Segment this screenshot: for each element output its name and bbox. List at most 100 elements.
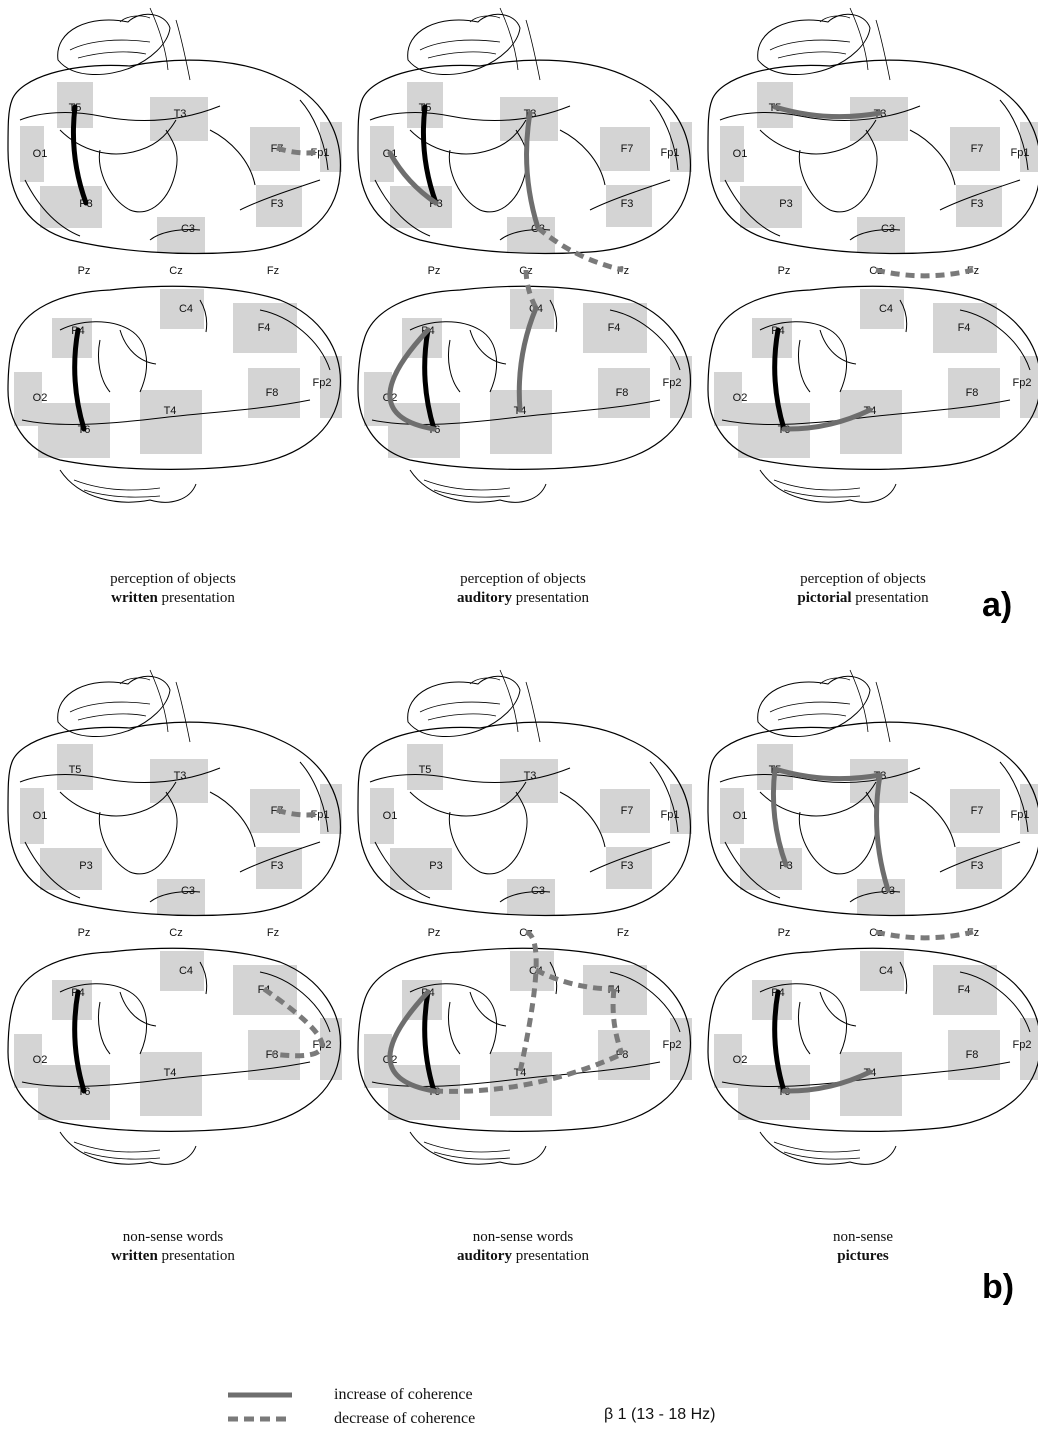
caption-bold: auditory bbox=[456, 1248, 512, 1264]
electrode-label-f8: F8 bbox=[966, 1049, 979, 1061]
electrode-label-t3: T3 bbox=[174, 108, 187, 120]
legend-decrease: decrease of coherence bbox=[228, 1410, 475, 1428]
cerebellum-folds bbox=[769, 677, 851, 721]
lower-cerebellum-outline bbox=[759, 1131, 897, 1165]
electrode-box-t6 bbox=[38, 1065, 110, 1120]
lower-sulci bbox=[21, 299, 331, 425]
upper-hemisphere-outline bbox=[357, 59, 692, 255]
panel-caption: perception of objects written presentati… bbox=[10, 570, 336, 608]
electrode-label-t4: T4 bbox=[514, 1067, 527, 1079]
electrode-box-o2 bbox=[14, 372, 42, 426]
caption-line1: perception of objects bbox=[460, 571, 586, 587]
electrode-box-c3 bbox=[857, 217, 905, 253]
section-label-b: b) bbox=[982, 1268, 1015, 1306]
electrode-label-fp1: Fp1 bbox=[1011, 809, 1030, 821]
cerebellum-folds bbox=[419, 15, 501, 59]
electrode-label-fp1: Fp1 bbox=[311, 809, 330, 821]
upper-sulci bbox=[369, 761, 679, 903]
electrode-label-f7: F7 bbox=[971, 143, 984, 155]
electrode-label-f8: F8 bbox=[966, 387, 979, 399]
cerebellum-outline bbox=[407, 13, 521, 75]
electrode-box-o1 bbox=[370, 788, 394, 844]
panel-a-pictorial: T5 T3 O1 F7 Fp1 P3 F3 C3 Pz Cz Fz C4 F4 P4 O2 Fp2 F8 T6 T4… bbox=[700, 0, 1038, 606]
upper-hemisphere-outline bbox=[357, 721, 692, 917]
upper-hemisphere-outline bbox=[707, 59, 1038, 255]
electrode-box-t6 bbox=[38, 403, 110, 458]
caption-rest: presentation bbox=[157, 590, 235, 606]
lower-cerebellum-folds bbox=[73, 1141, 161, 1160]
connection-p4-t6 bbox=[72, 327, 87, 432]
electrode-box-c3 bbox=[157, 217, 205, 253]
electrode-label-t3: T3 bbox=[524, 770, 537, 782]
connection-f7-fp1 bbox=[276, 807, 321, 818]
connection-p4-t6 bbox=[422, 327, 437, 432]
electrode-label-f8: F8 bbox=[616, 387, 629, 399]
panel-caption: non-sense pictures bbox=[700, 1228, 1026, 1266]
electrode-box-p3 bbox=[40, 186, 102, 228]
upper-sulci bbox=[719, 761, 1029, 903]
electrode-label-f3: F3 bbox=[271, 860, 284, 872]
electrode-box-p4 bbox=[752, 980, 792, 1020]
electrode-box-p3 bbox=[40, 848, 102, 890]
lower-hemisphere-outline bbox=[707, 947, 1038, 1132]
electrode-label-pz: Pz bbox=[428, 927, 441, 939]
connection-p4-t6 bbox=[387, 989, 437, 1094]
connection-t3-c3 bbox=[874, 772, 891, 893]
caption-bold: written bbox=[111, 1248, 158, 1264]
electrode-box-p4 bbox=[752, 318, 792, 358]
panel-a-auditory: T5 T3 O1 F7 Fp1 P3 F3 C3 Pz Cz Fz C4 F4 P4 O2 Fp2 F8 T6 T4… bbox=[350, 0, 696, 606]
lower-hemisphere-outline bbox=[7, 285, 342, 470]
connection-cz-fz bbox=[875, 929, 974, 941]
electrode-box-c4 bbox=[160, 951, 204, 991]
electrode-box-f3 bbox=[606, 185, 652, 227]
electrode-box-o2 bbox=[714, 1034, 742, 1088]
lower-hemisphere-outline bbox=[357, 947, 692, 1132]
caption-rest: presentation bbox=[851, 590, 929, 606]
electrode-box-fp1 bbox=[670, 122, 692, 172]
lower-cerebellum-folds bbox=[423, 1141, 511, 1160]
electrode-box-o2 bbox=[714, 372, 742, 426]
electrode-label-f4: F4 bbox=[958, 984, 971, 996]
electrode-label-c3: C3 bbox=[181, 223, 195, 235]
electrode-box-c3 bbox=[157, 879, 205, 915]
electrode-box-fp1 bbox=[1020, 122, 1038, 172]
electrode-label-pz: Pz bbox=[778, 927, 791, 939]
panel-b-written: T5 T3 O1 F7 Fp1 P3 F3 C3 Pz Cz Fz C4 F4 P4 O2 Fp2 F8 T6 T4… bbox=[0, 662, 346, 1264]
connection-t3-c3 bbox=[524, 110, 541, 231]
electrode-box-o1 bbox=[720, 126, 744, 182]
lower-cerebellum-folds bbox=[73, 479, 161, 498]
electrode-box-f7 bbox=[250, 127, 300, 171]
cerebellum-outline bbox=[57, 13, 171, 75]
electrode-label-p3: P3 bbox=[429, 860, 442, 872]
electrode-box-c3 bbox=[507, 879, 555, 915]
connection-t6-f8 bbox=[433, 1051, 624, 1094]
electrode-box-p4 bbox=[52, 318, 92, 358]
electrode-box-fp2 bbox=[670, 356, 692, 418]
electrode-label-t4: T4 bbox=[164, 405, 177, 417]
upper-hemisphere-outline bbox=[707, 721, 1038, 917]
panel-caption: perception of objects auditory presentat… bbox=[360, 570, 686, 608]
electrode-box-t4 bbox=[140, 390, 202, 454]
upper-sulci bbox=[19, 99, 329, 241]
electrode-label-fz: Fz bbox=[267, 927, 279, 939]
electrode-label-pz: Pz bbox=[778, 265, 791, 277]
upper-sulci bbox=[369, 99, 679, 241]
electrode-box-f8 bbox=[598, 1030, 650, 1080]
electrode-box-f8 bbox=[948, 368, 1000, 418]
electrode-box-t4 bbox=[840, 390, 902, 454]
upper-hemisphere-outline bbox=[7, 59, 342, 255]
electrode-box-t3 bbox=[500, 759, 558, 803]
electrode-label-t3: T3 bbox=[174, 770, 187, 782]
caption-bold: pictorial bbox=[797, 590, 852, 606]
electrode-box-t4 bbox=[840, 1052, 902, 1116]
electrode-label-o1: O1 bbox=[33, 148, 48, 160]
electrode-label-f3: F3 bbox=[971, 198, 984, 210]
electrode-label-fp1: Fp1 bbox=[661, 147, 680, 159]
electrode-box-t5 bbox=[407, 744, 443, 790]
electrode-label-c4: C4 bbox=[179, 303, 193, 315]
electrode-label-f7: F7 bbox=[621, 143, 634, 155]
connection-c4-t4 bbox=[516, 305, 539, 413]
electrode-box-t3 bbox=[850, 97, 908, 141]
